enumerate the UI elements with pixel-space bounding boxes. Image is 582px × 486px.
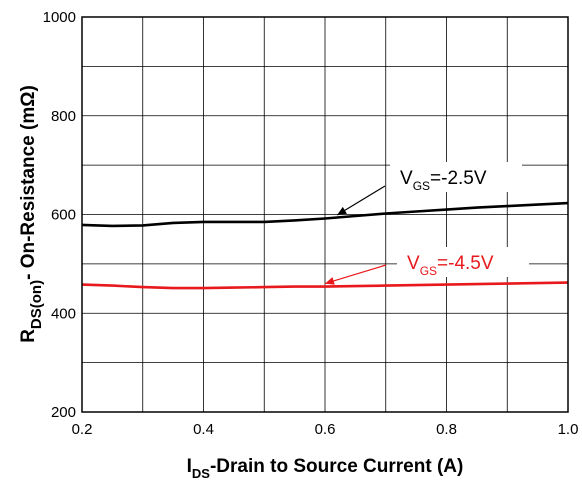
annotation-rest: =-4.5V (437, 253, 494, 274)
annotation-arrow-head (337, 206, 347, 215)
annotation-bg (397, 247, 529, 277)
tick-labels: 0.2 0.4 0.6 0.8 1.0 200 400 600 800 1000 (43, 9, 579, 438)
annotation-label-2: VGS=-4.5V (407, 253, 494, 278)
x-tick-label: 0.6 (315, 421, 336, 438)
series-line-1 (81, 201, 569, 228)
y-axis-title-main: R (18, 329, 39, 343)
annotation-label-1: VGS=-2.5V (400, 168, 487, 193)
x-tick-label: 0.2 (72, 421, 93, 438)
y-axis-title-sub: DS(on) (28, 280, 45, 329)
y-tick-label: 1000 (43, 9, 76, 26)
annotation-bg (390, 162, 522, 192)
x-tick-label: 1.0 (558, 421, 579, 438)
annotation-main: V (400, 168, 413, 189)
annotation-arrow-head (325, 277, 335, 285)
x-tick-label: 0.4 (193, 421, 214, 438)
x-axis-title-sub: DS (192, 466, 210, 481)
annotation-sub: GS (413, 179, 430, 193)
y-tick-label: 800 (51, 108, 76, 125)
annotation-rest: =-2.5V (430, 168, 487, 189)
annotation-main: V (407, 253, 420, 274)
plot-frame (81, 16, 569, 413)
y-tick-label: 600 (51, 207, 76, 224)
annotation-arrow-line (336, 185, 386, 216)
x-axis-title-rest: -Drain to Source Current (A) (210, 456, 463, 477)
y-tick-label: 400 (51, 305, 76, 322)
annotation-sub: GS (420, 264, 437, 278)
annotation-arrow-line (324, 264, 387, 285)
y-axis-title: RDS(on)- On-Resistance (mΩ) (18, 85, 45, 343)
y-tick-label: 200 (51, 404, 76, 421)
y-axis-title-rest: - On-Resistance (mΩ) (18, 85, 39, 280)
series-line-2 (81, 281, 569, 290)
x-axis-title-main: I (187, 456, 192, 477)
series-layer (81, 201, 569, 290)
x-axis-title: IDS-Drain to Source Current (A) (187, 456, 464, 481)
x-tick-label: 0.8 (436, 421, 457, 438)
